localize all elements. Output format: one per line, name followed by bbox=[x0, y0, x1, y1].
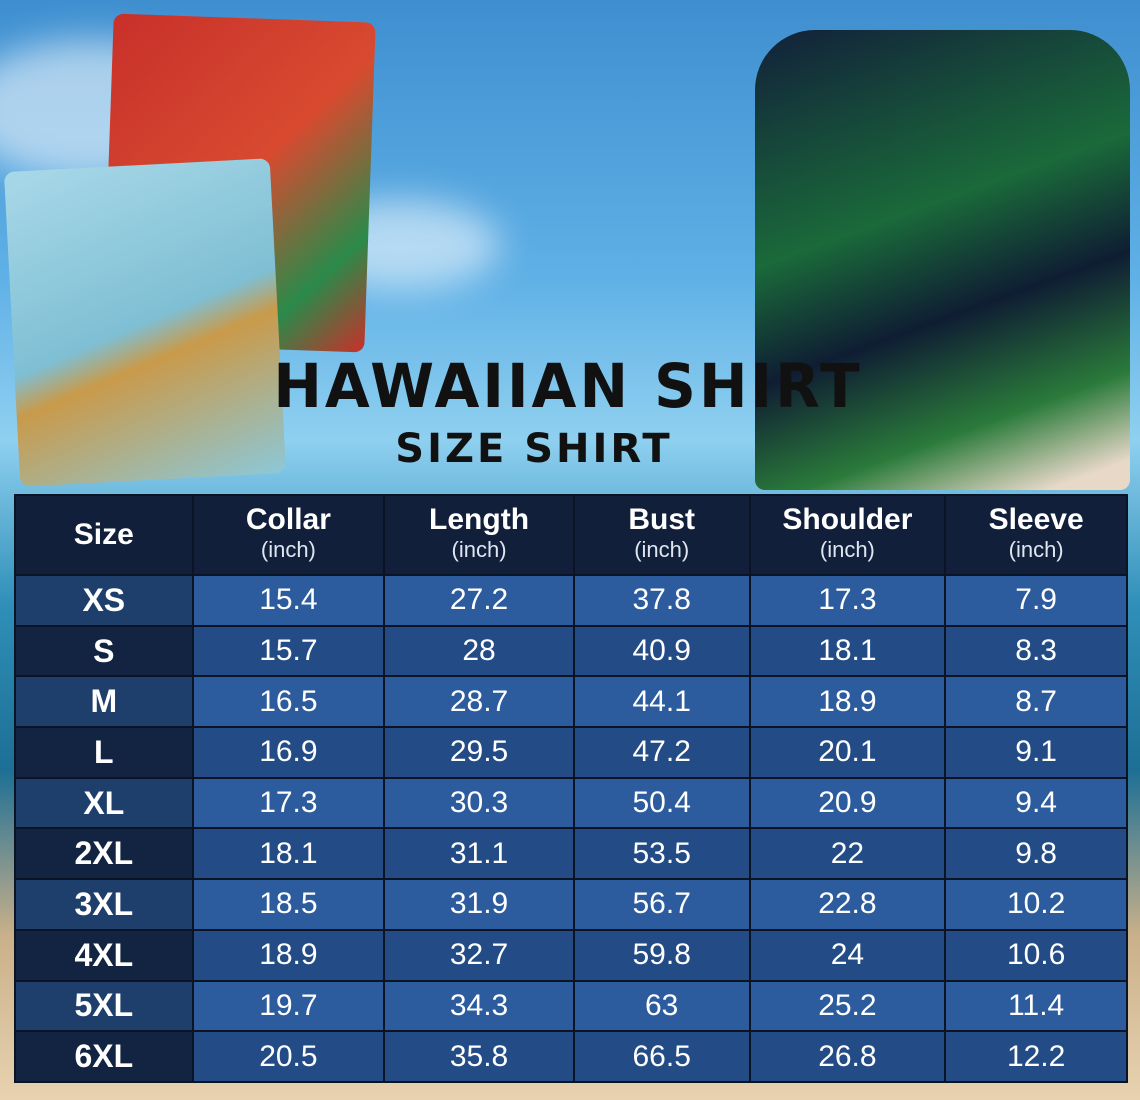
measurement-cell: 31.9 bbox=[383, 878, 575, 931]
page-subtitle: SIZE SHIRT bbox=[395, 426, 673, 472]
column-header-unit: (inch) bbox=[634, 537, 690, 562]
size-cell: 2XL bbox=[14, 827, 194, 881]
measurement-cell: 9.4 bbox=[944, 776, 1128, 830]
measurement-cell: 53.5 bbox=[572, 827, 751, 881]
measurement-cell: 66.5 bbox=[572, 1030, 751, 1083]
measurement-cell: 20.5 bbox=[191, 1030, 386, 1083]
measurement-cell: 28 bbox=[383, 624, 575, 678]
table-row: 5XL 19.7 34.3 63 25.2 11.4 bbox=[14, 979, 1128, 1033]
measurement-cell: 8.3 bbox=[944, 624, 1128, 678]
measurement-cell: 63 bbox=[572, 979, 751, 1033]
size-cell: 6XL bbox=[14, 1030, 194, 1083]
column-header-label: Sleeve bbox=[988, 503, 1084, 536]
column-header-collar: Collar (inch) bbox=[191, 494, 386, 576]
table-header-row: Size Collar (inch) Length (inch) Bust (inch) Sh… bbox=[14, 494, 1128, 576]
table-row: 6XL 20.5 35.8 66.5 26.8 12.2 bbox=[14, 1030, 1128, 1083]
size-cell: 5XL bbox=[14, 979, 194, 1033]
measurement-cell: 24 bbox=[748, 928, 947, 982]
measurement-cell: 50.4 bbox=[572, 776, 751, 830]
measurement-cell: 12.2 bbox=[944, 1030, 1128, 1083]
size-cell: L bbox=[14, 726, 194, 779]
measurement-cell: 37.8 bbox=[572, 574, 751, 627]
size-cell: XL bbox=[14, 776, 194, 830]
measurement-cell: 9.1 bbox=[944, 726, 1128, 779]
table-row: 2XL 18.1 31.1 53.5 22 9.8 bbox=[14, 827, 1128, 881]
size-cell: 3XL bbox=[14, 878, 194, 931]
measurement-cell: 7.9 bbox=[944, 574, 1128, 627]
column-header-unit: (inch) bbox=[819, 537, 875, 562]
table-row: XL 17.3 30.3 50.4 20.9 9.4 bbox=[14, 776, 1128, 830]
column-header-label: Collar bbox=[245, 503, 331, 536]
measurement-cell: 20.1 bbox=[748, 726, 947, 779]
measurement-cell: 30.3 bbox=[383, 776, 575, 830]
size-cell: XS bbox=[14, 574, 194, 627]
measurement-cell: 16.5 bbox=[191, 675, 386, 729]
measurement-cell: 17.3 bbox=[191, 776, 386, 830]
table-row: XS 15.4 27.2 37.8 17.3 7.9 bbox=[14, 574, 1128, 627]
measurement-cell: 11.4 bbox=[944, 979, 1128, 1033]
column-header-unit: (inch) bbox=[260, 537, 316, 562]
measurement-cell: 44.1 bbox=[572, 675, 751, 729]
table-row: L 16.9 29.5 47.2 20.1 9.1 bbox=[14, 726, 1128, 779]
measurement-cell: 28.7 bbox=[383, 675, 575, 729]
column-header-shoulder: Shoulder (inch) bbox=[748, 494, 947, 576]
column-header-size: Size bbox=[14, 494, 194, 576]
measurement-cell: 16.9 bbox=[191, 726, 386, 779]
table-row: 4XL 18.9 32.7 59.8 24 10.6 bbox=[14, 928, 1128, 982]
column-header-length: Length (inch) bbox=[383, 494, 575, 576]
measurement-cell: 15.7 bbox=[191, 624, 386, 678]
measurement-cell: 10.6 bbox=[944, 928, 1128, 982]
measurement-cell: 34.3 bbox=[383, 979, 575, 1033]
size-chart-table: Size Collar (inch) Length (inch) Bust (inch) Sh… bbox=[14, 494, 1128, 1083]
measurement-cell: 9.8 bbox=[944, 827, 1128, 881]
column-header-label: Bust bbox=[628, 503, 696, 536]
size-cell: M bbox=[14, 675, 194, 729]
column-header-unit: (inch) bbox=[1008, 537, 1064, 562]
measurement-cell: 47.2 bbox=[572, 726, 751, 779]
measurement-cell: 40.9 bbox=[572, 624, 751, 678]
column-header-label: Length bbox=[429, 503, 530, 536]
column-header-bust: Bust (inch) bbox=[572, 494, 751, 576]
model-flamingo-shirt-image bbox=[755, 30, 1130, 490]
measurement-cell: 18.1 bbox=[191, 827, 386, 881]
measurement-cell: 20.9 bbox=[748, 776, 947, 830]
size-cell: 4XL bbox=[14, 928, 194, 982]
measurement-cell: 8.7 bbox=[944, 675, 1128, 729]
measurement-cell: 15.4 bbox=[191, 574, 386, 627]
measurement-cell: 22.8 bbox=[748, 878, 947, 931]
measurement-cell: 25.2 bbox=[748, 979, 947, 1033]
measurement-cell: 17.3 bbox=[748, 574, 947, 627]
measurement-cell: 10.2 bbox=[944, 878, 1128, 931]
measurement-cell: 32.7 bbox=[383, 928, 575, 982]
column-header-label: Size bbox=[73, 518, 134, 551]
measurement-cell: 22 bbox=[748, 827, 947, 881]
measurement-cell: 18.5 bbox=[191, 878, 386, 931]
column-header-unit: (inch) bbox=[451, 537, 507, 562]
measurement-cell: 29.5 bbox=[383, 726, 575, 779]
measurement-cell: 27.2 bbox=[383, 574, 575, 627]
size-cell: S bbox=[14, 624, 194, 678]
measurement-cell: 35.8 bbox=[383, 1030, 575, 1083]
measurement-cell: 31.1 bbox=[383, 827, 575, 881]
measurement-cell: 19.7 bbox=[191, 979, 386, 1033]
column-header-sleeve: Sleeve (inch) bbox=[944, 494, 1128, 576]
measurement-cell: 18.9 bbox=[191, 928, 386, 982]
measurement-cell: 18.9 bbox=[748, 675, 947, 729]
measurement-cell: 18.1 bbox=[748, 624, 947, 678]
measurement-cell: 59.8 bbox=[572, 928, 751, 982]
table-row: 3XL 18.5 31.9 56.7 22.8 10.2 bbox=[14, 878, 1128, 931]
column-header-label: Shoulder bbox=[782, 503, 913, 536]
table-row: S 15.7 28 40.9 18.1 8.3 bbox=[14, 624, 1128, 678]
measurement-cell: 26.8 bbox=[748, 1030, 947, 1083]
measurement-cell: 56.7 bbox=[572, 878, 751, 931]
page-title: HAWAIIAN SHIRT bbox=[273, 350, 863, 422]
table-row: M 16.5 28.7 44.1 18.9 8.7 bbox=[14, 675, 1128, 729]
